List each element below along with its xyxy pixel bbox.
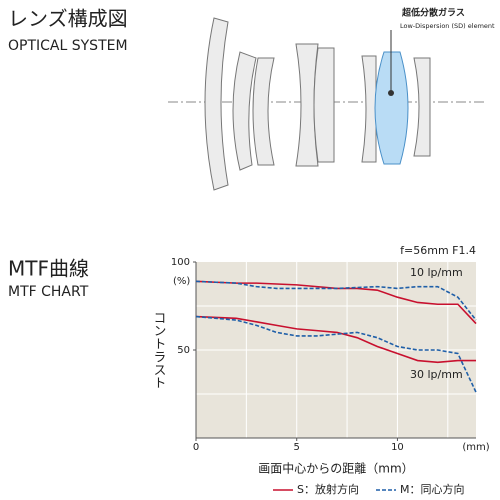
annotation: 10 lp/mm (410, 266, 463, 279)
annotation-dot (388, 90, 394, 96)
x-tick-label: 5 (294, 442, 300, 453)
lens (204, 17, 229, 191)
mtf-subtitle: MTF CHART (8, 284, 89, 300)
legend-label: M：同心方向 (400, 482, 465, 496)
y-unit: (%) (173, 276, 190, 287)
optical-title: レンズ構成図 (8, 7, 128, 31)
mtf-title: MTF曲線 (8, 257, 89, 281)
mtf-line (195, 315, 477, 393)
lens (313, 47, 335, 163)
lens-diagram (168, 17, 486, 191)
y-tick-label: 50 (177, 345, 190, 356)
sd-annotation-en: Low-Dispersion (SD) element (400, 22, 495, 30)
lens (232, 51, 257, 171)
optical-subtitle: OPTICAL SYSTEM (8, 38, 128, 54)
x-tick-label: 10 (391, 442, 404, 453)
chart-subtitle: f=56mm F1.4 (400, 244, 476, 257)
mtf-line (195, 315, 476, 364)
annotation: 30 lp/mm (410, 368, 463, 381)
lens (413, 57, 431, 157)
y-axis-title: コントラスト (151, 311, 166, 389)
x-axis-title: 画面中心からの距離（mm） (258, 461, 413, 476)
y-tick-label: 100 (171, 257, 190, 268)
x-tick-label: 0 (193, 442, 199, 453)
sd-lens (374, 51, 409, 165)
lens (361, 55, 377, 163)
mtf-line (195, 280, 477, 321)
lens (252, 57, 275, 166)
x-unit: (mm) (462, 442, 489, 453)
legend-label: S：放射方向 (297, 482, 359, 496)
sd-annotation: 超低分散ガラス (401, 7, 465, 19)
